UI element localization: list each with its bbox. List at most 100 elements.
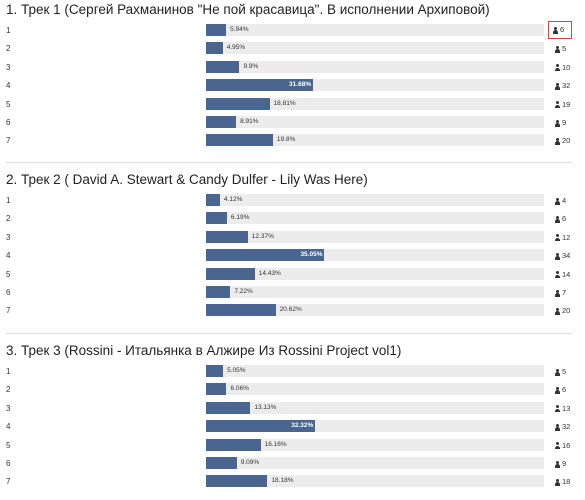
result-row: 7 19.8% 20: [0, 134, 585, 148]
voter-count[interactable]: 4: [553, 194, 575, 208]
result-bar-fill: [206, 230, 248, 243]
percent-label: 12.37%: [251, 232, 274, 240]
voter-count-value: 13: [562, 403, 571, 413]
voter-count[interactable]: 14: [553, 268, 575, 282]
result-row: 4 32.32% 32: [0, 420, 585, 434]
percent-label: 31.68%: [289, 81, 312, 89]
result-row: 6 9.09% 9: [0, 457, 585, 471]
result-bar-track: 7.22%: [206, 286, 544, 298]
voter-count[interactable]: 5: [553, 365, 575, 379]
result-bar-fill: [206, 97, 270, 110]
result-row: 3 9.9% 10: [0, 60, 585, 75]
result-bar-fill: [206, 438, 261, 451]
user-icon: [555, 478, 560, 486]
voter-count[interactable]: 6: [553, 383, 575, 397]
voter-count-value: 6: [560, 25, 565, 34]
voter-count-value: 6: [562, 214, 567, 224]
user-icon: [555, 307, 560, 315]
option-number: 4: [6, 81, 11, 91]
result-bar-fill: [206, 79, 314, 92]
option-number: 3: [6, 403, 11, 413]
result-row: 1 5.94% 6: [0, 21, 585, 39]
percent-label: 18.18%: [271, 477, 294, 485]
voter-count[interactable]: 13: [553, 402, 575, 416]
result-bar-track: 4.12%: [206, 194, 544, 206]
result-row: 7 20.62% 20: [0, 304, 585, 318]
voter-count[interactable]: 20: [553, 304, 575, 318]
percent-label: 19.8%: [276, 136, 296, 144]
result-bar-fill: [206, 60, 240, 73]
voter-count[interactable]: 32: [553, 79, 575, 93]
result-row: 1 5.05% 5: [0, 365, 585, 379]
result-bar-fill: [206, 475, 268, 488]
option-number: 3: [6, 232, 11, 242]
option-number: 6: [6, 288, 11, 297]
user-icon: [555, 271, 560, 279]
percent-label: 8.91%: [240, 118, 259, 125]
voter-count[interactable]: 20: [553, 134, 575, 148]
result-bar-track: 8.91%: [206, 116, 544, 128]
voter-count-value: 12: [562, 232, 571, 242]
result-bar-track: 5.05%: [206, 365, 544, 377]
voter-count-value: 16: [562, 440, 571, 450]
voter-count-value: 14: [562, 269, 571, 279]
voter-count[interactable]: 34: [553, 249, 575, 263]
result-bar-fill: [206, 365, 224, 377]
section-title: 3. Трек 3 (Rossini - Итальянка в Алжире …: [6, 343, 402, 358]
result-bar-track: 20.62%: [206, 304, 544, 317]
voter-count-value: 32: [562, 422, 571, 432]
percent-label: 6.06%: [230, 385, 249, 393]
percent-label: 20.62%: [279, 306, 302, 314]
result-bar-fill: [206, 212, 227, 225]
voter-count[interactable]: 12: [553, 231, 575, 245]
option-number: 1: [6, 196, 11, 205]
result-bar-fill: [206, 194, 220, 206]
percent-label: 14.43%: [258, 269, 281, 277]
percent-label: 9.09%: [240, 459, 260, 466]
option-number: 1: [6, 26, 11, 35]
percent-label: 35.05%: [300, 251, 323, 259]
result-row: 6 7.22% 7: [0, 286, 585, 300]
user-icon: [555, 405, 560, 413]
result-bar-fill: [206, 116, 237, 128]
voter-count-value: 5: [562, 367, 567, 376]
voter-count[interactable]: 5: [553, 42, 575, 56]
result-row: 2 6.06% 6: [0, 383, 585, 397]
voter-count[interactable]: 6: [553, 212, 575, 226]
result-bar-track: 19.8%: [206, 134, 544, 147]
voter-count-value: 32: [562, 81, 571, 91]
voter-count-value: 10: [562, 62, 571, 72]
voter-count[interactable]: 19: [553, 98, 575, 112]
percent-label: 9.9%: [243, 62, 259, 70]
result-bar-track: 9.9%: [206, 60, 544, 73]
user-icon: [555, 386, 560, 394]
option-number: 1: [6, 367, 11, 376]
voter-count[interactable]: 18: [553, 475, 575, 489]
user-icon: [555, 234, 560, 242]
voter-count[interactable]: 9: [553, 116, 575, 130]
voter-count[interactable]: 9: [553, 457, 575, 471]
percent-label: 4.12%: [223, 196, 243, 203]
voter-count[interactable]: 16: [553, 439, 575, 453]
result-row: 5 14.43% 14: [0, 267, 585, 282]
voter-count[interactable]: 7: [553, 286, 575, 300]
result-row: 7 18.18% 18: [0, 475, 585, 489]
result-bar-fill: [206, 401, 251, 414]
result-bar-fill: [206, 24, 227, 36]
result-row: 3 12.37% 12: [0, 230, 585, 245]
voter-count[interactable]: 10: [553, 61, 575, 75]
voter-count[interactable]: 6: [548, 21, 572, 39]
result-bar-track: 13.13%: [206, 401, 544, 414]
result-bar-fill: [206, 304, 276, 317]
result-row: 5 16.16% 16: [0, 438, 585, 453]
result-bar-fill: [206, 267, 255, 280]
result-bar-track: 6.19%: [206, 212, 544, 225]
user-icon: [555, 64, 560, 72]
result-bar-fill: [206, 420, 316, 433]
voter-count-value: 5: [562, 44, 567, 54]
voter-count-value: 6: [562, 385, 567, 395]
voter-count[interactable]: 32: [553, 420, 575, 434]
user-icon: [555, 460, 560, 468]
option-number: 6: [6, 459, 11, 468]
